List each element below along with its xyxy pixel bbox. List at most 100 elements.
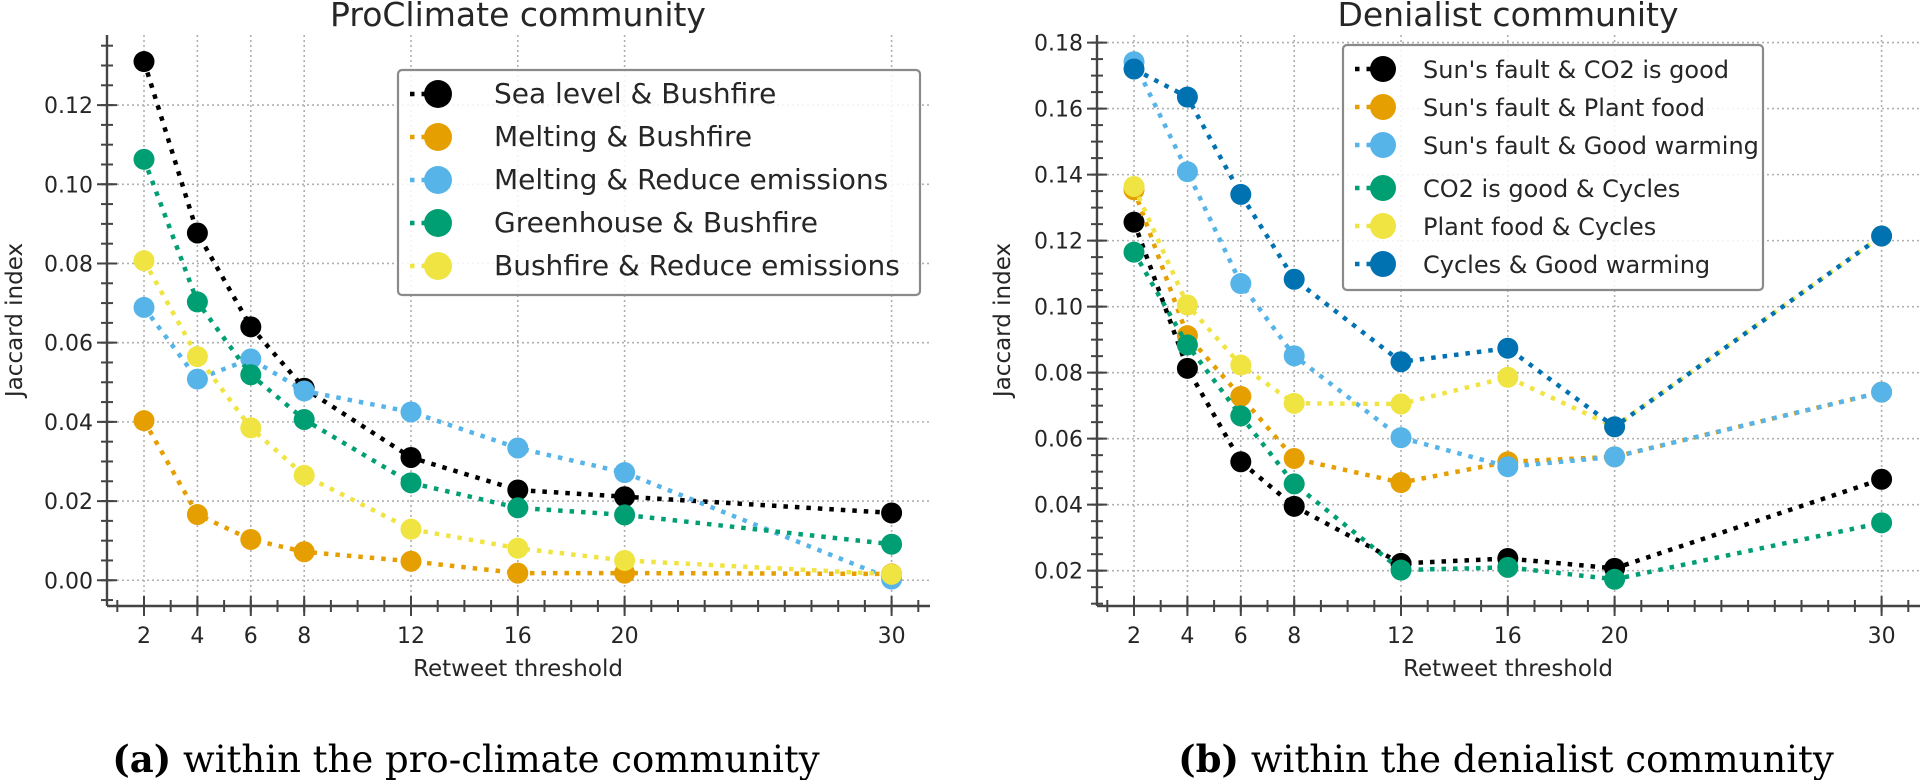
data-point [1283, 345, 1305, 367]
y-tick-label: 0.12 [1034, 230, 1083, 255]
data-point [1230, 385, 1252, 407]
legend-label: Sun's fault & CO2 is good [1423, 56, 1729, 84]
legend-label: Sea level & Bushfire [494, 77, 776, 110]
legend-marker [1370, 132, 1396, 158]
y-tick-label: 0.04 [1034, 494, 1083, 519]
legend: Sun's fault & CO2 is good Sun's fault & P… [1341, 43, 1765, 292]
legend-label: Plant food & Cycles [1423, 213, 1656, 241]
legend-marker [1370, 94, 1396, 120]
data-point [507, 562, 529, 584]
series-2 [1123, 51, 1893, 478]
data-point [240, 364, 262, 386]
y-tick-label: 0.10 [44, 173, 93, 198]
series-3 [1123, 241, 1893, 590]
data-point [1604, 568, 1626, 590]
data-point [507, 479, 529, 501]
x-tick-label: 12 [397, 624, 425, 649]
series-3 [133, 148, 903, 555]
data-point [1497, 366, 1519, 388]
data-point [1497, 337, 1519, 359]
legend-label: Greenhouse & Bushfire [494, 206, 818, 239]
legend-marker [424, 80, 452, 108]
data-point [1283, 447, 1305, 469]
denialist-chart: 2 4 6 8 12 16 20 30 0.02 0.04 0.06 0.08 0.10 0.12 0.14… [990, 0, 1920, 780]
x-tick-label: 4 [190, 624, 204, 649]
axes: 2 4 6 8 12 16 20 30 0.00 0.02 0.04 0.06 0.08 0.10 0.12 [44, 35, 930, 649]
data-point [1176, 161, 1198, 183]
data-point [1123, 175, 1145, 197]
legend-item: Sun's fault & CO2 is good [1355, 56, 1729, 84]
y-tick-label: 0.02 [1034, 560, 1083, 585]
data-point [1176, 334, 1198, 356]
legend-marker [1370, 213, 1396, 239]
legend-label: CO2 is good & Cycles [1423, 175, 1680, 203]
y-tick-label: 0.08 [1034, 362, 1083, 387]
data-point [400, 401, 422, 423]
data-point [400, 472, 422, 494]
legend-box [396, 68, 922, 297]
data-point [1390, 393, 1412, 415]
data-point [1871, 468, 1893, 490]
legend-item: CO2 is good & Cycles [1355, 175, 1680, 203]
y-tick-label: 0.18 [1034, 32, 1083, 57]
legend-marker [1370, 175, 1396, 201]
data-point [614, 486, 636, 508]
y-tick-label: 0.08 [44, 252, 93, 277]
x-tick-label: 8 [1287, 624, 1301, 649]
chart-title: Denialist community [1337, 0, 1678, 34]
series-5 [1123, 58, 1893, 438]
data-point [186, 222, 208, 244]
y-tick-label: 0.02 [44, 490, 93, 515]
caption-label: (b) [1178, 737, 1239, 780]
data-point [240, 528, 262, 550]
legend-label: Melting & Bushfire [494, 120, 752, 153]
data-point [1283, 473, 1305, 495]
data-point [186, 368, 208, 390]
series-line [142, 306, 893, 582]
data-point [507, 537, 529, 559]
data-point [1390, 427, 1412, 449]
x-axis-label: Retweet threshold [1403, 656, 1613, 682]
data-point [1283, 495, 1305, 517]
y-tick-label: 0.16 [1034, 98, 1083, 123]
data-point [293, 408, 315, 430]
legend-marker [424, 209, 452, 237]
legend: Sea level & Bushfire Melting & Bushfire Me… [396, 68, 922, 297]
x-tick-label: 6 [244, 624, 258, 649]
data-point [1283, 392, 1305, 414]
data-point [240, 417, 262, 439]
series-line [1132, 67, 1883, 430]
legend-label: Bushfire & Reduce emissions [494, 249, 900, 282]
data-point [1230, 183, 1252, 205]
y-tick-label: 0.04 [44, 411, 93, 436]
data-point [133, 51, 155, 73]
series-0 [133, 51, 903, 524]
x-tick-label: 30 [1868, 624, 1896, 649]
x-tick-label: 4 [1180, 624, 1194, 649]
data-point [400, 518, 422, 540]
data-point [1123, 241, 1145, 263]
series-line [141, 158, 892, 547]
data-point [1176, 357, 1198, 379]
data-point [614, 462, 636, 484]
x-tick-label: 2 [1127, 624, 1141, 649]
caption: (a) within the pro-climate community [112, 737, 819, 780]
data-point [293, 380, 315, 402]
x-tick-label: 16 [1494, 624, 1522, 649]
caption-text: within the pro-climate community [171, 738, 819, 780]
data-point [881, 533, 903, 555]
data-point [400, 550, 422, 572]
x-tick-label: 2 [137, 624, 151, 649]
data-point [1123, 58, 1145, 80]
legend-label: Sun's fault & Plant food [1423, 94, 1705, 122]
series-line [141, 60, 892, 516]
legend-item: Sun's fault & Good warming [1355, 132, 1759, 160]
y-tick-label: 0.06 [1034, 428, 1083, 453]
data-point [1390, 472, 1412, 494]
y-tick-label: 0.06 [44, 332, 93, 357]
data-point [1390, 559, 1412, 581]
x-tick-label: 6 [1234, 624, 1248, 649]
series-line [142, 259, 892, 577]
data-point [1230, 354, 1252, 376]
